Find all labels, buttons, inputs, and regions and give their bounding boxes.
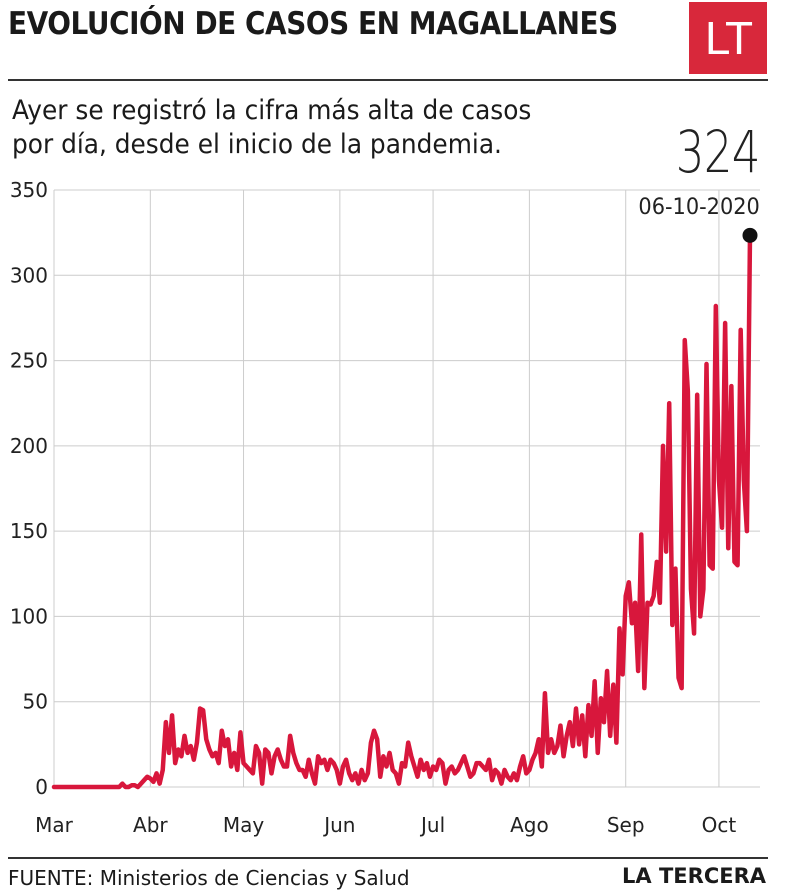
x-tick-label: Abr [133,813,168,837]
x-tick-label: May [223,813,265,837]
peak-value: 324 [675,118,761,186]
x-tick-label: Jul [419,813,445,837]
y-axis-ticks: 0 50 100 150 200 250 300 350 [10,178,48,799]
y-tick-label: 50 [23,690,48,714]
x-tick-label: Sep [607,813,645,837]
y-tick-label: 200 [10,434,48,458]
source-note: FUENTE: Ministerios de Ciencias y Salud [8,866,410,890]
x-tick-label: Oct [702,813,737,837]
y-tick-label: 300 [10,263,48,287]
y-tick-label: 150 [10,519,48,543]
line-chart: 0 50 100 150 200 250 300 350 Mar Abr May Jun Jul Ago… [10,178,760,837]
series-line [51,232,753,790]
chart-subtitle: Ayer se registró la cifra más alta de ca… [12,95,532,160]
footer-divider [8,857,768,859]
y-tick-label: 350 [10,178,48,202]
y-tick-label: 100 [10,604,48,628]
series [51,227,758,790]
x-tick-label: Mar [35,813,74,837]
chart-title: EVOLUCIÓN DE CASOS EN MAGALLANES [8,6,618,42]
la-tercera-logo: LT [689,2,767,74]
y-tick-label: 250 [10,349,48,373]
peak-date: 06-10-2020 [638,195,760,220]
header-divider [8,79,768,81]
x-axis-ticks: Mar Abr May Jun Jul Ago Sep Oct [35,813,736,837]
x-tick-label: Jun [322,813,355,837]
y-tick-label: 0 [35,775,48,799]
x-tick-label: Ago [510,813,549,837]
peak-point [742,227,758,243]
brand-name: LA TERCERA [622,864,766,888]
grid [53,189,760,788]
